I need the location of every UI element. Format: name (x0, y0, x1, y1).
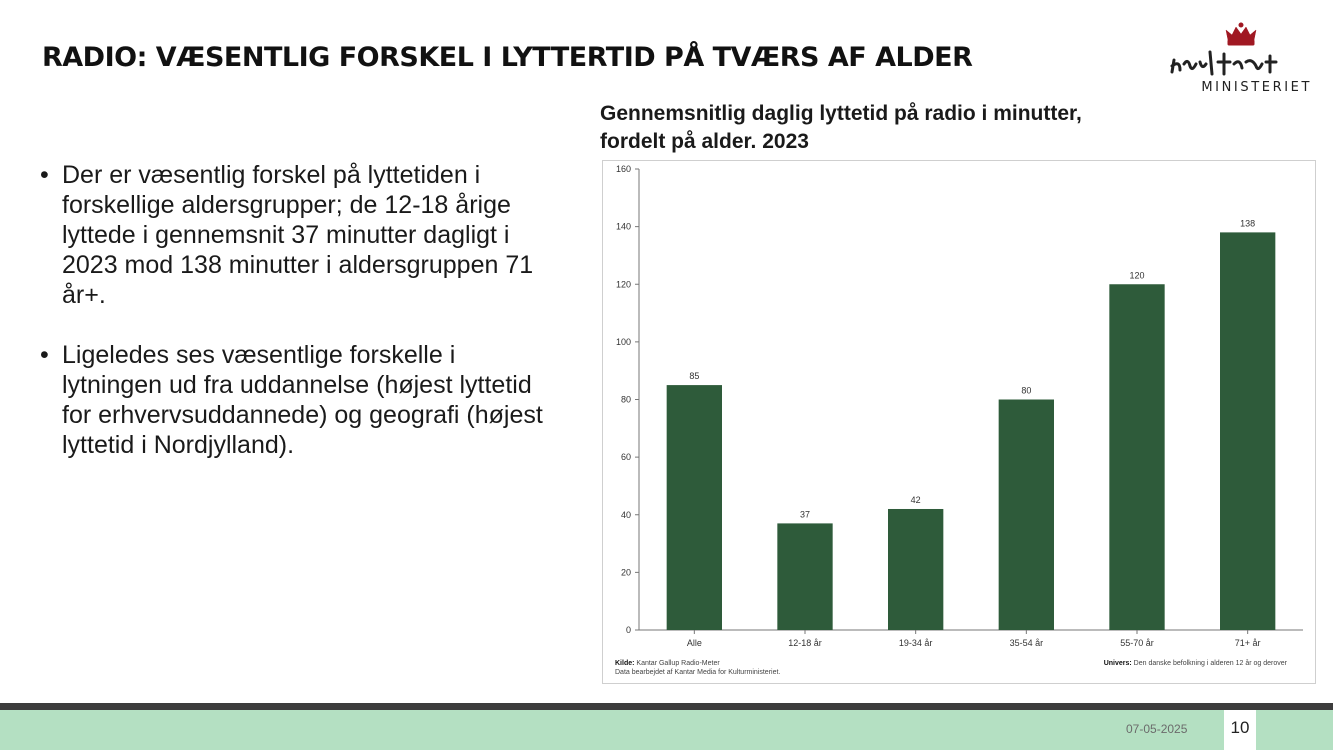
data-label: 120 (1129, 270, 1144, 280)
y-tick-label: 160 (616, 164, 631, 174)
x-tick-label: 55-70 år (1120, 638, 1154, 648)
y-tick-label: 60 (621, 452, 631, 462)
bullet-list: Der er væsentlig forskel på lyttetiden i… (40, 160, 550, 490)
x-tick-label: Alle (687, 638, 702, 648)
x-tick-label: 35-54 år (1010, 638, 1044, 648)
y-tick-label: 140 (616, 222, 631, 232)
source-label: Kilde: (615, 660, 635, 667)
bar (666, 385, 722, 630)
chart-caption: Gennemsnitlig daglig lyttetid på radio i… (600, 100, 1240, 156)
y-tick-label: 20 (621, 567, 631, 577)
bar (1109, 284, 1165, 630)
chart-universe: Univers: Den danske befolkning i alderen… (1104, 659, 1287, 668)
footer-date: 07-05-2025 (1126, 722, 1188, 736)
footer-bar (0, 710, 1333, 750)
slide-title: RADIO: VÆSENTLIG FORSKEL I LYTTERTID PÅ … (42, 42, 973, 73)
data-label: 80 (1021, 386, 1031, 396)
bar-chart: 0 20 40 60 80 100 120 140 160 Alle 85 12-18 år 37 19-… (616, 164, 1303, 648)
bullet-item: Ligeledes ses væsentlige forskelle i lyt… (40, 340, 550, 460)
universe-text: Den danske befolkning i alderen 12 år og… (1133, 660, 1287, 667)
chart-caption-line: Gennemsnitlig daglig lyttetid på radio i… (600, 102, 1082, 125)
x-tick-label: 12-18 år (788, 638, 822, 648)
data-label: 138 (1240, 218, 1255, 228)
signature-stroke (1170, 50, 1278, 76)
x-tick-label: 71+ år (1235, 638, 1261, 648)
chart-frame: 0 20 40 60 80 100 120 140 160 Alle 85 12-18 år 37 19-… (602, 160, 1316, 684)
y-tick-label: 40 (621, 510, 631, 520)
y-tick-label: 0 (626, 625, 631, 635)
footer-divider (0, 703, 1333, 710)
bar (998, 399, 1054, 630)
data-label: 37 (800, 509, 810, 519)
x-tick-label: 19-34 år (899, 638, 933, 648)
y-tick-label: 80 (621, 395, 631, 405)
y-tick-label: 100 (616, 337, 631, 347)
y-tick-label: 120 (616, 279, 631, 289)
bullet-item: Der er væsentlig forskel på lyttetiden i… (40, 160, 550, 310)
data-label: 85 (689, 371, 699, 381)
bar (888, 508, 944, 630)
source-text: Kantar Gallup Radio-Meter (636, 660, 720, 667)
universe-label: Univers: (1103, 660, 1132, 667)
chart-caption-line: fordelt på alder. 2023 (600, 130, 809, 153)
bar (1220, 232, 1276, 630)
logo-wordmark: MINISTERIET (1201, 80, 1312, 95)
data-label: 42 (911, 495, 921, 505)
bar (777, 523, 833, 630)
chart-source: Kilde: Kantar Gallup Radio-Meter Data be… (615, 659, 780, 677)
kulturministeriet-logo-icon (1170, 22, 1278, 76)
source-note: Data bearbejdet af Kantar Media for Kult… (615, 669, 781, 676)
page-number: 10 (1224, 710, 1256, 750)
crown-icon (1225, 22, 1257, 46)
